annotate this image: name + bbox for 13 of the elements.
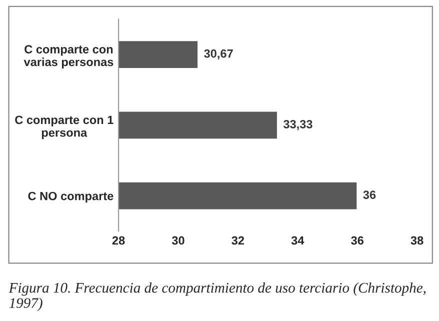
y-tick-label: C NO comparte bbox=[28, 192, 114, 203]
x-tick-label: 30 bbox=[172, 236, 184, 245]
x-tick-label: 38 bbox=[410, 236, 424, 245]
data-label: 36 bbox=[363, 190, 376, 199]
x-tick-label: 28 bbox=[112, 236, 125, 245]
x-tick-label: 36 bbox=[351, 236, 364, 245]
x-tick-label: 34 bbox=[291, 236, 304, 245]
data-label: 33,33 bbox=[283, 120, 312, 130]
x-tick-label: 32 bbox=[232, 236, 244, 245]
text: Figura 10. Frecuencia de compartimiento de uso terciario (Christophe, 1997) bbox=[8, 282, 426, 311]
data-label: 30,67 bbox=[204, 49, 233, 60]
y-tick-label: C comparte con varias personas bbox=[24, 45, 114, 69]
y-tick-label: C comparte con 1 persona bbox=[15, 116, 114, 140]
